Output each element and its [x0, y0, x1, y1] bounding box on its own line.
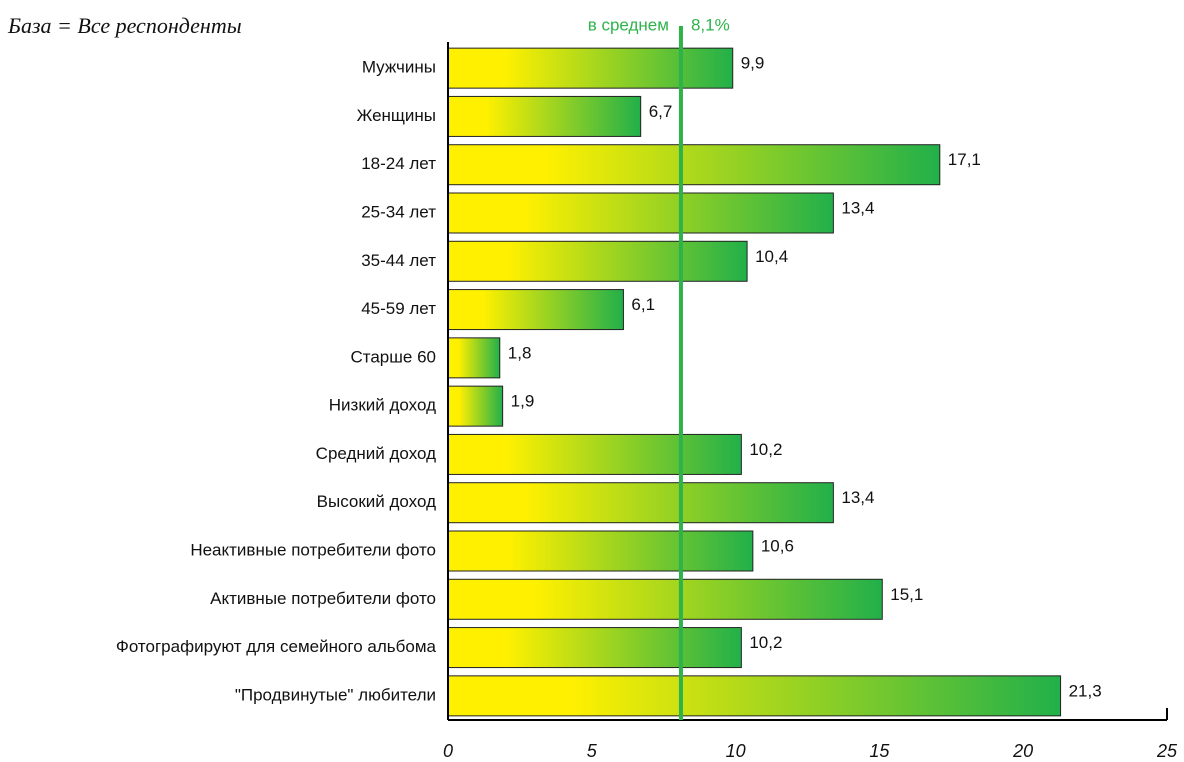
value-label: 6,1 [631, 295, 655, 314]
category-label: Женщины [357, 106, 436, 125]
bar [447, 289, 624, 331]
bar [447, 627, 742, 669]
value-label: 10,4 [755, 247, 788, 266]
bar [447, 433, 742, 475]
x-tick-label: 20 [1012, 741, 1033, 761]
value-label: 13,4 [841, 488, 874, 507]
bar [447, 95, 642, 137]
value-label: 1,8 [508, 343, 532, 362]
category-label: Фотографируют для семейного альбома [116, 637, 437, 656]
value-label: 10,2 [749, 633, 782, 652]
value-label: 10,6 [761, 536, 794, 555]
x-tick-label: 10 [726, 741, 746, 761]
value-label: 17,1 [948, 150, 981, 169]
x-tick-label: 0 [443, 741, 453, 761]
x-tick-label: 15 [869, 741, 890, 761]
bar [447, 482, 834, 524]
value-label: 15,1 [890, 585, 923, 604]
x-tick-label: 25 [1156, 741, 1178, 761]
category-label: Неактивные потребители фото [190, 540, 436, 559]
bar [447, 240, 748, 282]
category-label: Старше 60 [350, 347, 436, 366]
category-label: 25-34 лет [361, 202, 436, 221]
bar [447, 47, 734, 89]
category-label: Активные потребители фото [210, 589, 436, 608]
bar [447, 192, 834, 234]
category-label: Высокий доход [317, 492, 436, 511]
value-label: 9,9 [741, 54, 765, 73]
category-label: 35-44 лет [361, 251, 436, 270]
x-tick-label: 5 [587, 741, 598, 761]
category-label: 18-24 лет [361, 154, 436, 173]
subtitle: База = Все респонденты [7, 13, 242, 38]
category-label: "Продвинутые" любители [235, 685, 436, 704]
bar [447, 337, 501, 379]
value-label: 6,7 [649, 102, 673, 121]
value-label: 21,3 [1069, 681, 1102, 700]
value-label: 1,9 [511, 392, 535, 411]
average-value-label: 8,1% [691, 15, 730, 34]
category-label: 45-59 лет [361, 299, 436, 318]
value-label: 13,4 [841, 198, 874, 217]
bar [447, 530, 754, 572]
bar [447, 578, 883, 620]
bar [447, 144, 941, 186]
category-label: Низкий доход [329, 396, 436, 415]
bar [447, 675, 1062, 717]
bar [447, 385, 504, 427]
average-label: в среднем [588, 15, 669, 34]
value-label: 10,2 [749, 440, 782, 459]
category-label: Мужчины [362, 58, 436, 77]
category-label: Средний доход [316, 444, 436, 463]
